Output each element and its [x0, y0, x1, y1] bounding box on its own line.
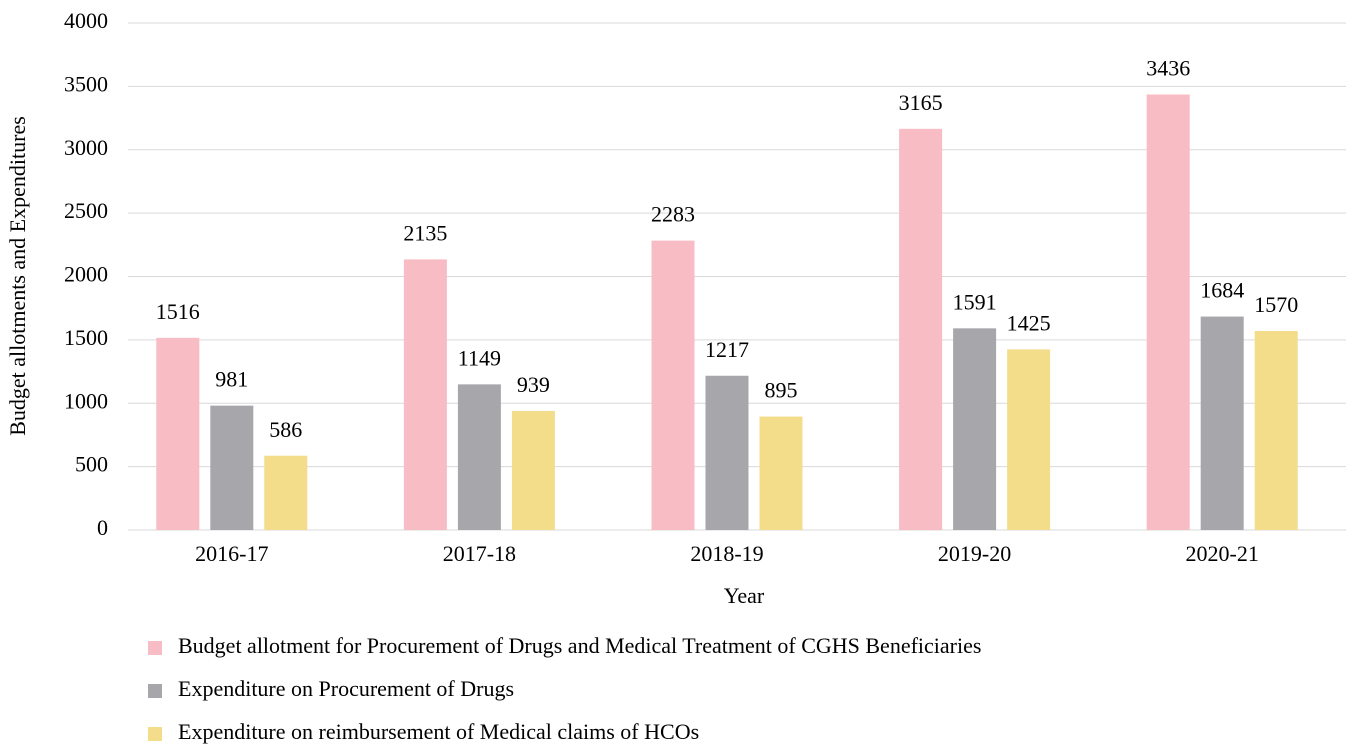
- data-label: 1591: [953, 289, 997, 314]
- data-label: 3165: [899, 90, 943, 115]
- data-label: 1516: [156, 299, 200, 324]
- y-axis-title: Budget allotments and Expenditures: [5, 116, 30, 436]
- data-label: 939: [517, 372, 550, 397]
- bar: [705, 375, 749, 530]
- bar: [156, 337, 200, 530]
- bar: [953, 328, 997, 530]
- data-label: 2135: [403, 220, 447, 245]
- data-label: 1425: [1007, 310, 1051, 335]
- data-label: 2283: [651, 202, 695, 227]
- bar: [511, 410, 555, 530]
- x-tick-label: 2020-21: [1186, 541, 1259, 566]
- bar: [210, 405, 254, 530]
- legend-label: Expenditure on Procurement of Drugs: [178, 676, 514, 701]
- y-tick-label: 2000: [64, 262, 108, 287]
- x-tick-label: 2017-18: [443, 541, 516, 566]
- legend-label: Expenditure on reimbursement of Medical …: [178, 719, 699, 744]
- bar: [1254, 331, 1298, 530]
- data-label: 1217: [705, 337, 749, 362]
- data-label: 981: [215, 367, 248, 392]
- data-label: 3436: [1146, 56, 1190, 81]
- bar: [899, 128, 943, 530]
- data-label: 1149: [458, 345, 501, 370]
- y-tick-label: 1000: [64, 388, 108, 413]
- y-tick-label: 3500: [64, 71, 108, 96]
- bar: [403, 259, 447, 530]
- x-axis-title: Year: [724, 583, 765, 608]
- legend-swatch: [148, 727, 162, 741]
- y-tick-label: 500: [75, 452, 108, 477]
- bar: [651, 240, 695, 530]
- y-tick-label: 2500: [64, 198, 108, 223]
- bar: [264, 455, 308, 530]
- bar: [1146, 94, 1190, 530]
- bar: [457, 384, 501, 530]
- y-tick-label: 0: [97, 515, 108, 540]
- bar: [1200, 316, 1244, 530]
- legend-label: Budget allotment for Procurement of Drug…: [178, 633, 981, 658]
- bar: [1007, 349, 1051, 530]
- legend-swatch: [148, 641, 162, 655]
- data-label: 586: [269, 417, 302, 442]
- x-tick-label: 2016-17: [195, 541, 268, 566]
- data-label: 1570: [1254, 292, 1298, 317]
- y-tick-label: 3000: [64, 135, 108, 160]
- data-label: 895: [765, 378, 798, 403]
- x-tick-label: 2019-20: [938, 541, 1011, 566]
- data-label: 1684: [1200, 278, 1244, 303]
- y-tick-label: 4000: [64, 8, 108, 33]
- legend-swatch: [148, 684, 162, 698]
- y-tick-label: 1500: [64, 325, 108, 350]
- bar: [759, 416, 803, 530]
- x-tick-label: 2018-19: [690, 541, 763, 566]
